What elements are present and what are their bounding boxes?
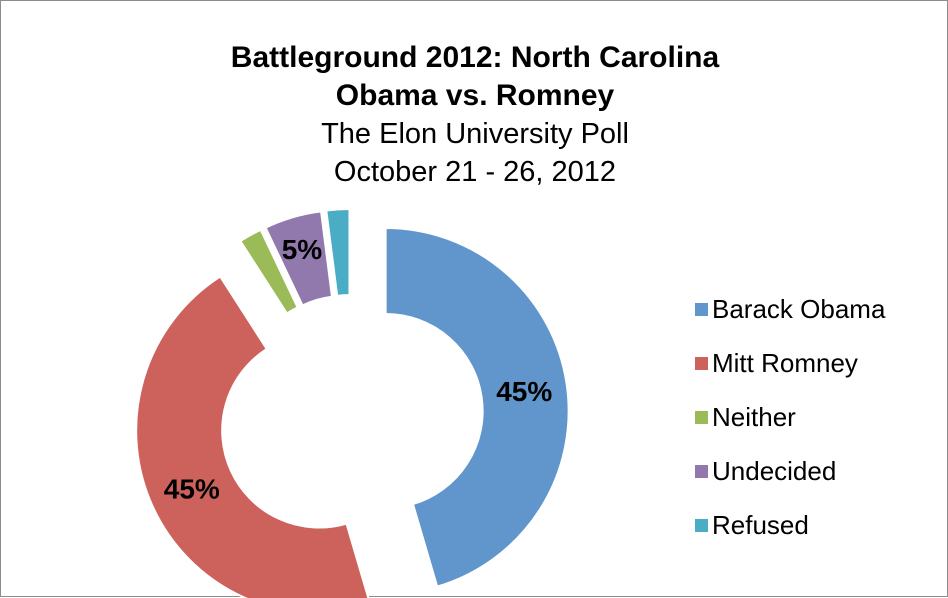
data-label-mitt-romney: 45%	[164, 474, 220, 505]
legend-label: Neither	[712, 402, 796, 432]
legend-label: Undecided	[712, 456, 837, 486]
legend-swatch	[695, 303, 708, 316]
legend-swatch	[695, 519, 708, 532]
legend-swatch	[695, 357, 708, 370]
legend-label: Barack Obama	[712, 294, 886, 324]
slice-refused	[325, 208, 351, 297]
legend-item: Refused	[695, 503, 945, 548]
legend-item: Barack Obama	[695, 287, 945, 332]
legend-swatch	[695, 411, 708, 424]
legend-item: Undecided	[695, 449, 945, 494]
data-label-undecided: 5%	[282, 234, 323, 265]
slice-undecided	[264, 210, 334, 307]
chart-legend: Barack Obama Mitt Romney Neither Undecided R…	[695, 287, 945, 557]
slice-barack-obama	[384, 227, 570, 588]
legend-item: Neither	[695, 395, 945, 440]
slice-neither	[239, 228, 299, 315]
chart-subtitle: The Elon University Poll	[321, 118, 629, 150]
legend-swatch	[695, 465, 708, 478]
data-label-barack-obama: 45%	[496, 376, 552, 407]
chart-title-block: Battleground 2012: North Carolina Obama …	[1, 39, 948, 191]
legend-item: Mitt Romney	[695, 341, 945, 386]
legend-label: Refused	[712, 510, 809, 540]
chart-title: Battleground 2012: North Carolina	[230, 41, 720, 74]
legend-label: Mitt Romney	[712, 348, 858, 378]
slice-mitt-romney	[135, 275, 370, 598]
chart-subtitle-line2: October 21 - 26, 2012	[333, 156, 617, 188]
chart-title-line2: Obama vs. Romney	[335, 79, 615, 112]
